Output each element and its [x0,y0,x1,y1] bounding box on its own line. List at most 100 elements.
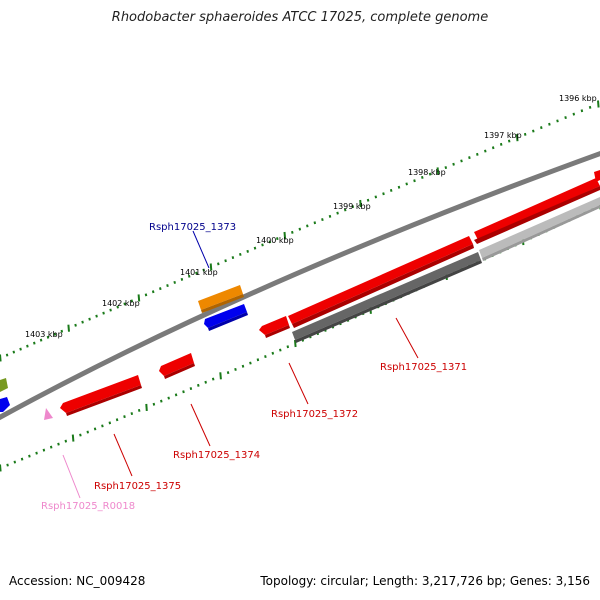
gene-feature-1371a[interactable] [474,178,600,240]
upper-minor-tick [382,192,385,196]
upper-minor-tick [444,166,448,170]
upper-minor-tick [468,156,471,160]
upper-minor-tick [202,268,205,272]
upper-minor-tick [116,305,119,309]
lower-minor-tick [64,439,68,443]
upper-minor-tick [491,146,495,150]
lower-minor-tick [152,402,156,406]
upper-minor-tick [374,195,378,199]
kbp-label-1403: 1403 kbp [25,330,63,339]
kbp-label-1397: 1397 kbp [484,131,522,140]
upper-minor-tick [523,132,527,136]
gene-label-1372[interactable]: Rsph17025_1372 [271,409,358,420]
upper-minor-tick [532,129,535,133]
lower-major-tick [71,434,75,442]
upper-minor-tick [351,205,355,209]
genome-summary-text: Topology: circular; Length: 3,217,726 bp… [260,574,590,588]
gene-label-1371[interactable]: Rsph17025_1371 [380,362,467,373]
lower-minor-tick [130,412,134,416]
upper-minor-tick [548,122,551,126]
gene-feature-orange[interactable] [198,285,243,310]
upper-minor-tick [195,271,198,275]
upper-minor-tick [19,347,22,351]
gene-feature-lightgray [479,197,600,258]
upper-minor-tick [306,224,309,228]
upper-minor-tick [397,185,401,189]
upper-minor-tick [151,290,155,294]
lower-minor-tick [234,367,237,371]
lower-minor-tick [108,421,112,425]
upper-minor-tick [413,179,416,183]
upper-minor-tick [12,350,16,354]
gene-feature-gray [292,252,481,340]
upper-major-tick [67,324,70,332]
upper-minor-tick [130,299,134,303]
lower-minor-tick [28,454,31,458]
gene-labels: Rsph17025_1373 Rsph17025_1371 Rsph17025_… [41,222,467,512]
gene-features [0,170,600,420]
gene-feature-1373[interactable] [204,304,247,328]
lower-minor-tick [101,424,104,428]
upper-minor-tick [74,323,77,327]
upper-minor-tick [261,243,264,247]
upper-minor-tick [224,259,227,263]
upper-minor-tick [428,172,432,176]
upper-minor-tick [239,252,242,256]
upper-minor-tick [484,149,487,153]
upper-minor-tick [5,353,9,357]
upper-major-tick [359,199,362,208]
upper-minor-tick [321,218,324,222]
gene-label-1373[interactable]: Rsph17025_1373 [149,222,236,233]
lower-minor-tick [49,445,53,449]
upper-minor-tick [343,208,347,212]
lower-minor-tick [226,371,230,375]
upper-minor-tick [159,287,162,291]
upper-minor-tick [231,256,235,260]
upper-minor-tick [81,320,84,324]
upper-major-tick [515,134,519,142]
gene-feature-1374[interactable] [159,353,194,376]
lower-minor-tick [189,387,193,391]
upper-minor-tick [39,338,43,342]
upper-major-tick [436,167,440,175]
gene-feature-1372[interactable] [259,316,289,335]
upper-major-tick [597,100,600,108]
lower-minor-tick [160,399,163,403]
gene-feature-1375[interactable] [60,375,141,413]
lower-minor-tick [211,377,215,381]
gene-label-R0018[interactable]: Rsph17025_R0018 [41,501,135,512]
upper-minor-tick [507,139,511,143]
gene-label-1374[interactable]: Rsph17025_1374 [173,450,260,461]
lower-minor-tick [286,345,290,349]
lower-minor-tick [182,390,185,394]
kbp-label-1400: 1400 kbp [256,236,294,245]
lower-major-tick [294,339,297,348]
gene-label-1375[interactable]: Rsph17025_1375 [94,481,181,492]
lower-minor-tick [20,457,24,461]
rna-feature-R0018[interactable] [44,408,53,420]
lower-minor-tick [13,460,17,464]
lower-minor-tick [249,361,252,365]
upper-minor-tick [556,119,559,123]
lower-minor-tick [115,418,119,422]
upper-minor-tick [460,159,463,163]
gene-feature-1371b[interactable] [288,236,473,324]
lower-minor-tick [271,351,275,355]
upper-minor-tick [588,105,592,109]
lower-major-tick [0,464,2,472]
upper-minor-tick [564,116,567,120]
kbp-label-1401: 1401 kbp [180,268,218,277]
upper-minor-tick [476,152,479,156]
upper-minor-tick [499,142,503,146]
upper-minor-tick [109,308,112,312]
gene-feature-green [0,378,8,392]
upper-minor-tick [291,230,294,234]
upper-minor-tick [405,182,408,186]
accession-text: Accession: NC_009428 [9,574,146,588]
upper-minor-tick [217,262,220,266]
upper-minor-tick [246,249,249,253]
lower-minor-tick [241,364,245,368]
upper-minor-tick [389,188,393,192]
upper-minor-tick [102,311,105,315]
